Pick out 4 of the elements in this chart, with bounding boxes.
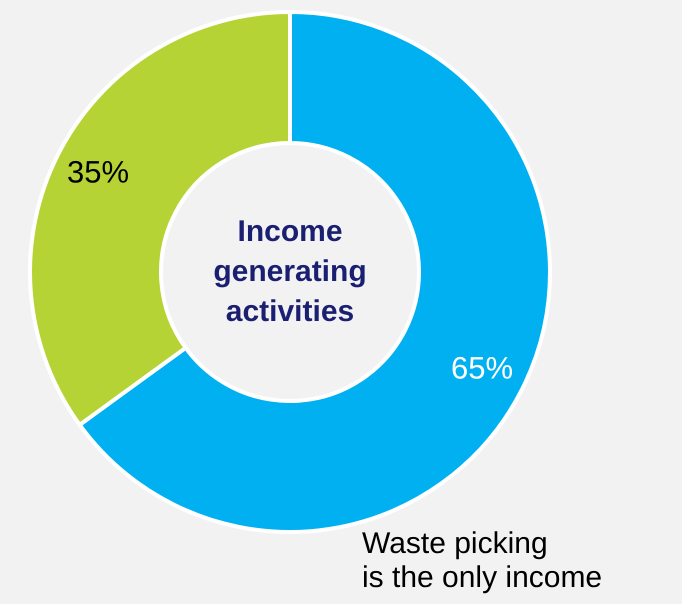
data-label: 65%: [450, 350, 513, 386]
slice-label: Waste picking is the only income: [362, 527, 602, 595]
data-label: 35%: [67, 154, 130, 190]
text: Income generating activities: [212, 214, 368, 330]
